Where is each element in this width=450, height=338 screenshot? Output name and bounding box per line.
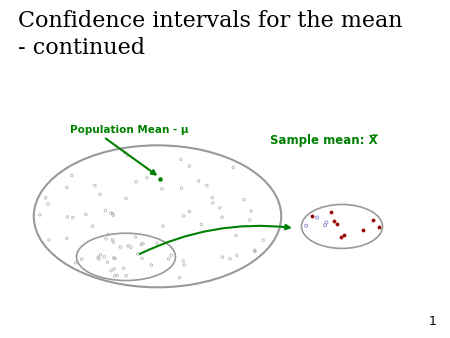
Point: [122, 150, 129, 155]
Point: [330, 218, 338, 223]
Point: [158, 186, 166, 192]
Point: [63, 185, 70, 190]
Point: [133, 179, 140, 185]
Point: [321, 222, 328, 228]
Point: [111, 256, 118, 261]
Point: [102, 208, 109, 213]
Point: [251, 249, 258, 254]
Point: [219, 214, 226, 220]
Point: [209, 195, 216, 200]
Point: [203, 183, 211, 188]
Point: [369, 218, 377, 223]
Point: [64, 214, 71, 220]
Text: Population Mean - μ: Population Mean - μ: [70, 125, 188, 135]
Point: [180, 213, 187, 219]
Point: [138, 256, 145, 261]
Point: [95, 256, 103, 262]
Point: [89, 223, 96, 229]
Point: [156, 176, 163, 182]
Point: [186, 209, 193, 214]
Point: [153, 241, 161, 246]
Point: [104, 232, 112, 237]
Point: [260, 238, 267, 243]
Point: [180, 258, 187, 264]
Point: [327, 209, 334, 214]
Point: [233, 252, 240, 258]
Point: [176, 275, 183, 280]
Point: [122, 196, 130, 201]
Point: [144, 175, 151, 180]
Point: [45, 237, 53, 243]
Text: 1: 1: [428, 315, 436, 328]
Point: [248, 208, 255, 214]
Point: [78, 257, 85, 262]
Point: [246, 217, 253, 223]
Point: [111, 273, 118, 279]
Point: [72, 260, 79, 266]
Point: [107, 268, 114, 273]
Point: [42, 195, 50, 200]
Point: [226, 256, 234, 261]
Point: [138, 242, 145, 247]
Point: [302, 223, 310, 228]
Point: [97, 252, 104, 258]
Point: [232, 233, 239, 238]
Point: [308, 213, 315, 218]
Point: [159, 223, 166, 229]
Point: [125, 243, 132, 248]
Point: [140, 241, 147, 246]
Point: [323, 220, 330, 225]
Point: [360, 228, 367, 233]
Point: [104, 260, 111, 265]
Point: [69, 215, 76, 220]
Point: [180, 262, 188, 268]
Point: [251, 247, 258, 253]
Point: [110, 213, 117, 218]
Point: [167, 252, 175, 258]
Point: [96, 192, 104, 197]
Point: [107, 210, 114, 216]
Point: [68, 173, 76, 178]
Point: [165, 256, 172, 262]
Point: [341, 233, 348, 238]
Point: [337, 234, 344, 240]
Point: [333, 221, 340, 227]
Point: [376, 224, 383, 229]
Point: [186, 163, 193, 169]
Point: [178, 186, 185, 191]
Point: [45, 201, 52, 207]
Point: [132, 234, 139, 240]
Point: [134, 251, 141, 257]
Point: [124, 153, 131, 158]
Text: Sample mean: X̅: Sample mean: X̅: [270, 134, 378, 147]
Point: [109, 237, 116, 243]
Point: [117, 244, 124, 250]
Point: [111, 266, 118, 272]
Point: [63, 236, 71, 241]
Point: [113, 273, 121, 278]
Point: [36, 212, 44, 218]
Point: [91, 183, 99, 188]
Point: [219, 255, 226, 260]
Point: [109, 211, 116, 216]
Point: [110, 239, 117, 245]
Point: [148, 262, 155, 268]
Point: [120, 266, 127, 271]
Point: [100, 254, 108, 260]
Point: [240, 197, 248, 202]
Point: [195, 178, 202, 184]
Point: [230, 165, 237, 170]
Point: [216, 205, 223, 211]
Point: [127, 244, 135, 250]
Point: [209, 200, 216, 206]
Point: [314, 215, 321, 220]
Point: [177, 156, 184, 162]
Point: [198, 222, 205, 227]
Point: [110, 255, 117, 261]
Point: [82, 212, 90, 217]
Point: [122, 273, 130, 279]
Point: [94, 255, 102, 260]
Point: [103, 236, 110, 242]
Text: Confidence intervals for the mean
- continued: Confidence intervals for the mean - cont…: [18, 10, 402, 59]
